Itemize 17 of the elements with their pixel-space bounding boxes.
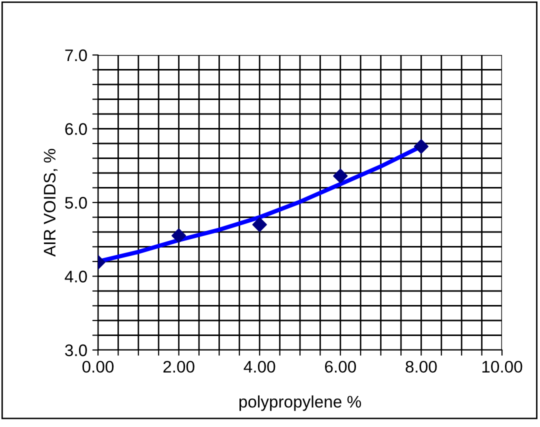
y-axis-title: AIR VOIDS, % <box>44 148 58 257</box>
x-tick-label: 0.00 <box>82 360 114 373</box>
y-tick-label: 4.0 <box>64 270 87 282</box>
x-tick-label: 2.00 <box>163 360 194 373</box>
point <box>414 139 428 154</box>
point <box>252 217 267 232</box>
point <box>333 168 348 184</box>
x-tick-label: 6.00 <box>325 360 356 373</box>
y-tick-label: 5.0 <box>65 196 87 209</box>
x-tick-label: 4.00 <box>244 360 276 373</box>
y-tick-label: 6.0 <box>65 123 87 135</box>
point <box>172 228 186 243</box>
x-axis-title: polypropylene % <box>239 395 362 411</box>
y-tick-label: 3.0 <box>65 344 87 356</box>
x-tick-label: 8.00 <box>406 360 437 373</box>
x-tick-label: 10.00 <box>482 360 522 373</box>
y-tick-label: 7.0 <box>65 49 87 62</box>
